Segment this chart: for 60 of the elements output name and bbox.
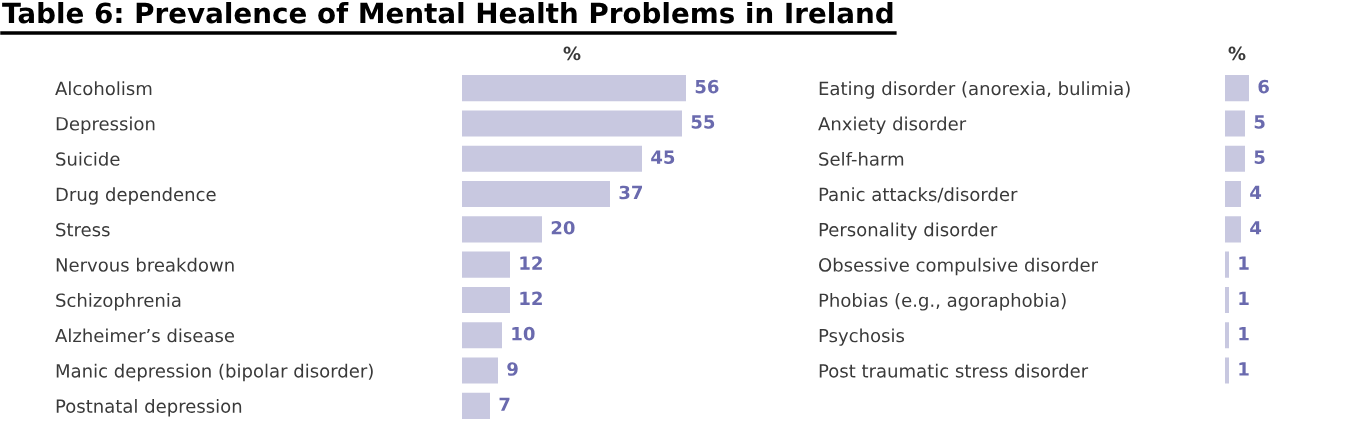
bar bbox=[462, 392, 490, 419]
y-tick-label: Anxiety disorder bbox=[818, 116, 967, 135]
data-label: 37 bbox=[619, 185, 643, 200]
y-tick-label: Nervous breakdown bbox=[56, 257, 234, 272]
y-tick-label: Manic depression (bipolar disorder) bbox=[56, 363, 373, 382]
data-label: 5 bbox=[1254, 115, 1265, 129]
data-label: 5 bbox=[1254, 150, 1265, 164]
data-label: 1 bbox=[1239, 256, 1249, 270]
bar bbox=[1225, 216, 1241, 243]
data-label: 9 bbox=[507, 362, 518, 376]
y-tick-label: Schizophrenia bbox=[56, 293, 181, 311]
y-tick-label: Panic attacks/disorder bbox=[819, 187, 1018, 203]
y-tick-label: Self-harm bbox=[819, 151, 904, 166]
y-tick-label: Personality disorder bbox=[819, 222, 998, 240]
y-tick-label: Eating disorder (anorexia, bulimia) bbox=[819, 81, 1130, 99]
data-label: 10 bbox=[512, 326, 535, 341]
bar bbox=[462, 216, 542, 243]
data-label: 56 bbox=[695, 79, 719, 94]
bar bbox=[462, 180, 610, 208]
chart-title: Table 6: Prevalence of Mental Health Problems in Ireland bbox=[2, 2, 893, 24]
data-label: 1 bbox=[1239, 291, 1249, 305]
data-label: 1 bbox=[1239, 327, 1249, 341]
bar bbox=[1225, 357, 1229, 384]
x-axis-title: % bbox=[1228, 46, 1246, 61]
y-tick-label: Post traumatic stress disorder bbox=[819, 363, 1089, 378]
bar bbox=[462, 75, 686, 102]
bar bbox=[1225, 286, 1229, 314]
bar bbox=[462, 110, 682, 137]
y-tick-label: Alzheimer’s disease bbox=[55, 328, 235, 343]
data-label: 4 bbox=[1250, 185, 1262, 200]
bar bbox=[1225, 251, 1229, 278]
bar bbox=[1225, 110, 1245, 137]
data-label: 1 bbox=[1239, 362, 1249, 376]
bar bbox=[1225, 75, 1249, 102]
y-tick-label: Drug dependence bbox=[56, 187, 216, 205]
data-label: 7 bbox=[499, 397, 510, 411]
y-tick-label: Obsessive compulsive disorder bbox=[819, 257, 1099, 276]
data-label: 20 bbox=[551, 220, 575, 235]
data-label: 45 bbox=[651, 150, 675, 164]
bar bbox=[462, 145, 642, 172]
y-tick-label: Postnatal depression bbox=[56, 398, 242, 417]
y-tick-label: Alcoholism bbox=[55, 81, 152, 96]
bar bbox=[462, 286, 510, 314]
y-tick-label: Psychosis bbox=[819, 328, 905, 346]
bar bbox=[1225, 180, 1241, 208]
bar bbox=[1225, 145, 1245, 172]
bar bbox=[1225, 322, 1229, 349]
y-tick-label: Phobias (e.g., agoraphobia) bbox=[819, 293, 1066, 311]
bar bbox=[462, 322, 502, 349]
y-tick-label: Suicide bbox=[56, 151, 120, 166]
y-tick-label: Stress bbox=[56, 222, 110, 237]
data-label: 12 bbox=[520, 256, 542, 270]
x-axis-title: % bbox=[563, 46, 581, 61]
bar bbox=[462, 357, 498, 384]
bar bbox=[462, 251, 510, 278]
data-label: 12 bbox=[520, 291, 542, 305]
data-label: 55 bbox=[691, 115, 715, 129]
data-label: 6 bbox=[1258, 79, 1269, 94]
y-tick-label: Depression bbox=[56, 116, 155, 135]
data-label: 4 bbox=[1250, 221, 1262, 235]
